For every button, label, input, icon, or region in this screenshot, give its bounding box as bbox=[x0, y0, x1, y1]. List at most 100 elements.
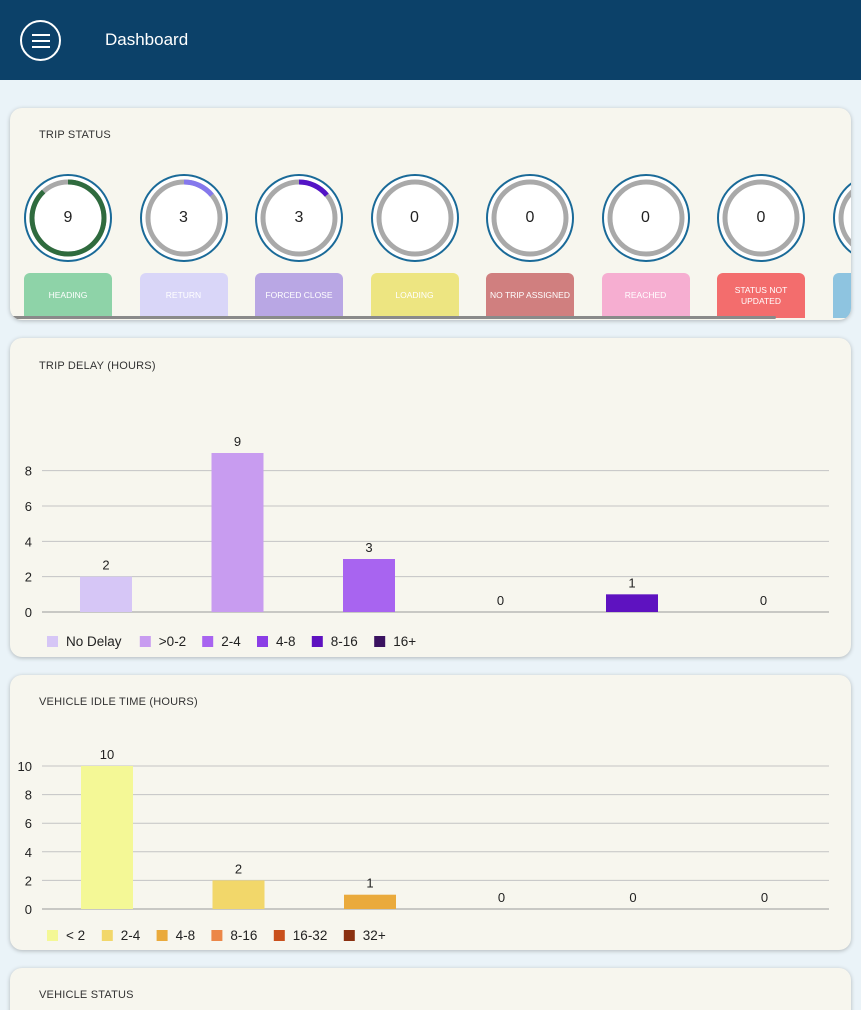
status-count: 0 bbox=[525, 209, 535, 226]
legend-swatch bbox=[311, 636, 323, 647]
trip-status-tile[interactable]: 0 NO TRIP ASSIGNED bbox=[483, 108, 574, 320]
vehicle-status-card: VEHICLE STATUS bbox=[10, 968, 851, 1010]
status-ring-track bbox=[376, 179, 453, 257]
status-label: NO TRIP ASSIGNED bbox=[486, 273, 574, 318]
legend-label[interactable]: 16-32 bbox=[293, 928, 328, 943]
legend-label[interactable]: 32+ bbox=[363, 928, 386, 943]
status-ring-outer bbox=[255, 174, 343, 262]
status-ring-outer bbox=[139, 174, 228, 262]
bar[interactable] bbox=[212, 880, 265, 909]
status-count: 0 bbox=[410, 209, 419, 226]
legend-label[interactable]: 2-4 bbox=[221, 634, 241, 649]
legend-label[interactable]: No Delay bbox=[66, 634, 122, 649]
status-ring bbox=[24, 174, 112, 262]
status-ring-outer bbox=[717, 174, 805, 262]
legend-label[interactable]: 2-4 bbox=[121, 928, 141, 943]
y-tick-label: 8 bbox=[25, 788, 32, 803]
legend-label[interactable]: 8-16 bbox=[331, 634, 358, 649]
trip-status-tile[interactable]: 3 FORCED CLOSE bbox=[252, 108, 343, 320]
status-ring bbox=[139, 174, 228, 262]
status-ring-track bbox=[607, 179, 684, 257]
legend-label[interactable]: < 2 bbox=[66, 928, 85, 943]
trip-status-tile[interactable]: 0 LOADING bbox=[368, 108, 459, 320]
trip-delay-chart: 0 2 4 6 8 2 9 3 0 1 0 No Delay >0-2 2-4 4-8 8-16 16+ bbox=[25, 434, 829, 649]
status-label: FORCED CLOSE bbox=[255, 273, 343, 318]
legend-swatch bbox=[343, 930, 355, 941]
y-tick-label: 10 bbox=[18, 759, 32, 774]
status-label: RETURN bbox=[139, 273, 228, 318]
y-tick-label: 0 bbox=[25, 902, 32, 917]
status-ring-track bbox=[491, 179, 569, 257]
status-ring-outer bbox=[24, 174, 112, 262]
bar[interactable] bbox=[81, 766, 133, 909]
status-label: STATUS NOT UPDATED bbox=[717, 273, 805, 318]
top-app-bar: Dashboard bbox=[0, 0, 861, 80]
legend-label[interactable]: 16+ bbox=[393, 634, 416, 649]
bar[interactable] bbox=[343, 559, 395, 612]
legend-swatch bbox=[47, 930, 58, 941]
status-ring-arc bbox=[29, 179, 107, 257]
trip-status-tile[interactable]: 3 RETURN bbox=[137, 108, 228, 320]
bar-value-label: 0 bbox=[498, 890, 505, 905]
legend-label[interactable]: 4-8 bbox=[276, 634, 296, 649]
status-count: 9 bbox=[63, 209, 73, 226]
status-label: HEADING bbox=[24, 273, 112, 318]
bar[interactable] bbox=[211, 453, 264, 612]
trip-delay-title: TRIP DELAY (HOURS) bbox=[39, 360, 156, 372]
bar[interactable] bbox=[344, 894, 396, 909]
trip-status-tile[interactable] bbox=[830, 108, 852, 320]
status-ring-outer bbox=[486, 174, 574, 262]
bar-value-label: 2 bbox=[235, 861, 242, 876]
status-ring-arc bbox=[145, 179, 222, 257]
status-ring bbox=[486, 174, 574, 262]
bar[interactable] bbox=[606, 594, 658, 612]
legend-label[interactable]: 8-16 bbox=[230, 928, 257, 943]
status-label: REACHED bbox=[601, 273, 690, 318]
vehicle-status-title: VEHICLE STATUS bbox=[39, 989, 134, 1001]
hamburger-menu-button[interactable] bbox=[20, 20, 61, 61]
trip-status-tile[interactable]: 9 HEADING bbox=[21, 108, 112, 320]
bar-value-label: 1 bbox=[366, 876, 373, 891]
status-label bbox=[832, 273, 851, 318]
bar-value-label: 2 bbox=[102, 558, 109, 573]
y-tick-label: 4 bbox=[25, 845, 32, 860]
status-ring bbox=[370, 174, 459, 262]
status-count: 3 bbox=[294, 209, 304, 226]
y-tick-label: 8 bbox=[25, 464, 32, 479]
status-ring-outer bbox=[601, 174, 690, 262]
status-count bbox=[833, 174, 852, 262]
bar-value-label: 0 bbox=[760, 593, 767, 608]
page-title: Dashboard bbox=[105, 30, 189, 49]
bar-value-label: 9 bbox=[234, 434, 241, 449]
status-ring bbox=[832, 182, 851, 254]
y-tick-label: 2 bbox=[25, 873, 32, 888]
status-count: 0 bbox=[641, 209, 650, 226]
status-ring-outer bbox=[370, 174, 459, 262]
status-ring bbox=[255, 174, 343, 262]
legend-label[interactable]: 4-8 bbox=[176, 928, 196, 943]
horizontal-scrollbar[interactable] bbox=[10, 316, 776, 319]
status-ring-track bbox=[722, 179, 800, 257]
legend-swatch bbox=[202, 636, 214, 647]
status-ring bbox=[717, 174, 805, 262]
legend-swatch bbox=[211, 930, 223, 941]
hamburger-icon bbox=[32, 34, 50, 48]
legend-swatch bbox=[101, 930, 113, 941]
legend-swatch bbox=[273, 930, 285, 941]
status-ring-track bbox=[838, 189, 851, 247]
trip-status-tile[interactable]: 0 STATUS NOT UPDATED bbox=[714, 108, 805, 320]
legend-swatch bbox=[139, 636, 151, 647]
legend-swatch bbox=[47, 636, 58, 647]
trip-status-tile[interactable]: 0 REACHED bbox=[599, 108, 690, 320]
y-tick-label: 4 bbox=[25, 534, 32, 549]
y-tick-label: 0 bbox=[25, 605, 32, 620]
status-count: 3 bbox=[179, 209, 188, 226]
y-tick-label: 6 bbox=[25, 816, 32, 831]
status-count: 0 bbox=[756, 209, 766, 226]
bar-value-label: 0 bbox=[629, 890, 636, 905]
bar-value-label: 10 bbox=[100, 747, 114, 762]
legend-label[interactable]: >0-2 bbox=[159, 634, 186, 649]
bar[interactable] bbox=[80, 576, 132, 612]
y-tick-label: 6 bbox=[25, 499, 32, 514]
